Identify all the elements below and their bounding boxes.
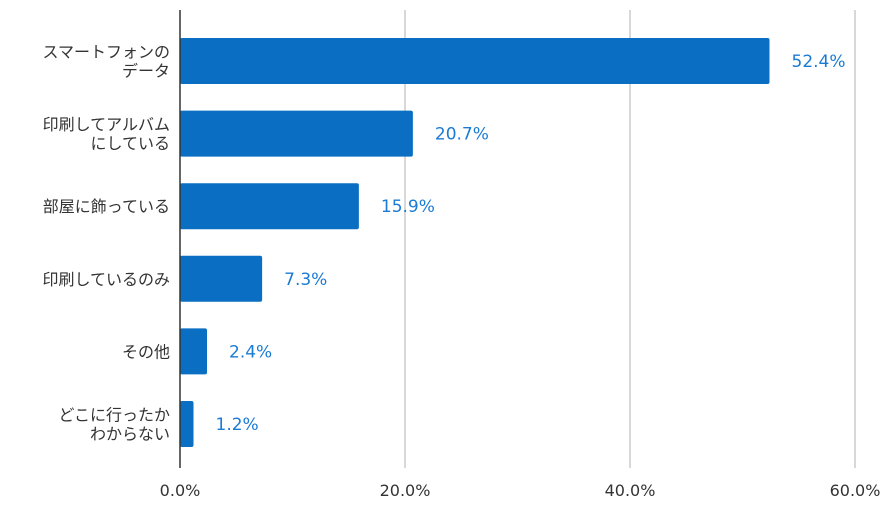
category-label-line: スマートフォンの	[42, 43, 170, 62]
gridlines	[404, 10, 856, 468]
category-label-line: 印刷しているのみ	[42, 270, 170, 289]
category-label: 印刷しているのみ	[42, 270, 170, 289]
x-tick-label: 20.0%	[380, 481, 431, 500]
category-label-line: その他	[122, 342, 170, 361]
category-label-line: わからない	[90, 425, 170, 444]
bar	[180, 38, 770, 84]
bar	[180, 328, 207, 375]
data-label: 1.2%	[216, 415, 259, 435]
category-label-line: 印刷してアルバム	[43, 115, 170, 134]
category-label-line: にしている	[90, 134, 170, 153]
bar	[180, 183, 359, 230]
bar	[180, 401, 194, 447]
data-label: 15.9%	[381, 197, 435, 217]
bar	[180, 110, 413, 157]
category-label: スマートフォンのデータ	[42, 43, 170, 81]
bar	[180, 255, 263, 302]
data-labels: 52.4% 20.7% 15.9% 7.3% 2.4% 1.2%	[216, 52, 846, 435]
category-label: その他	[122, 342, 170, 361]
x-tick-label: 40.0%	[605, 481, 656, 500]
data-label: 52.4%	[792, 52, 846, 72]
data-label: 7.3%	[284, 270, 327, 290]
category-label-line: 部屋に飾っている	[43, 197, 170, 216]
category-label: 印刷してアルバムにしている	[43, 115, 170, 153]
category-label: どこに行ったかわからない	[58, 406, 170, 444]
data-label: 2.4%	[229, 342, 272, 362]
x-tick-label: 60.0%	[830, 481, 881, 500]
category-label: 部屋に飾っている	[43, 197, 170, 216]
data-label: 20.7%	[435, 125, 489, 145]
x-tick-label: 0.0%	[160, 481, 201, 500]
x-tick-labels: 0.0% 20.0% 40.0% 60.0%	[160, 481, 881, 500]
category-label-line: どこに行ったか	[58, 406, 170, 425]
category-labels: スマートフォンのデータ印刷してアルバムにしている部屋に飾っている印刷しているのみ…	[42, 43, 170, 444]
category-label-line: データ	[122, 62, 170, 81]
bars	[180, 38, 770, 447]
